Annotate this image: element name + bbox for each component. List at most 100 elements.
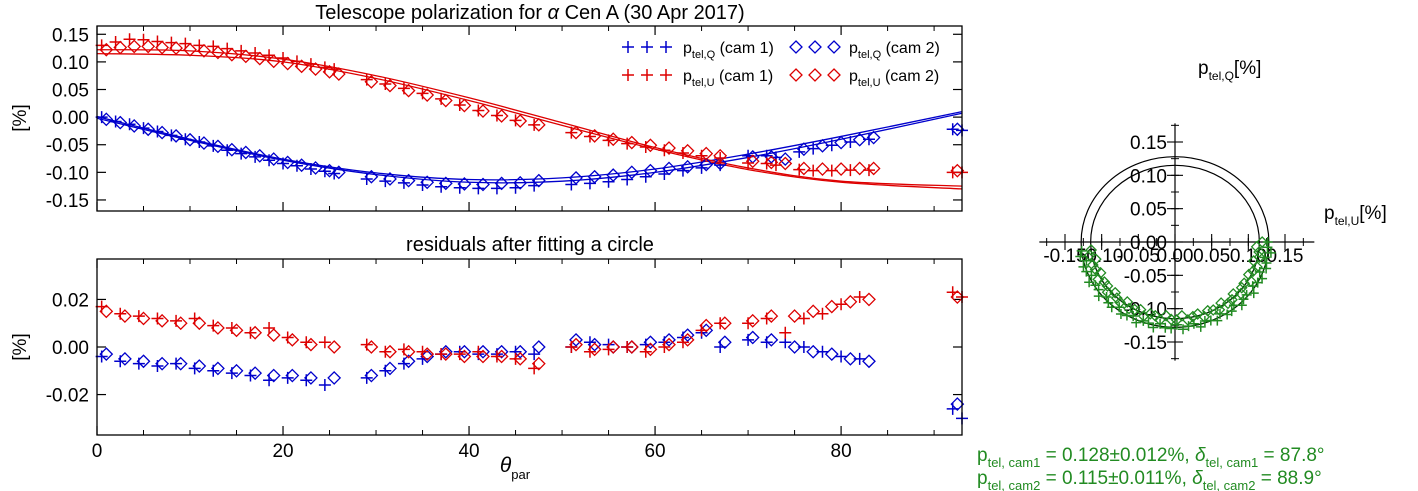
diamond-marker (815, 162, 830, 176)
top-plot-frame (96, 25, 963, 212)
residuals-x-tick-label: 60 (644, 441, 665, 462)
residual-diamond-marker (304, 370, 318, 385)
diamond-marker (778, 156, 793, 171)
diamond-marker (587, 169, 602, 184)
diamond-marker (280, 56, 295, 71)
circle-y-axis-label: ptel,Q[%] (1198, 58, 1261, 83)
circle-y-tick-label: -0.15 (1124, 333, 1167, 354)
residual-diamond-marker (717, 316, 732, 331)
residual-diamond-marker (192, 359, 207, 373)
residual-diamond-marker (806, 304, 821, 319)
residuals-plot-frame (96, 258, 963, 436)
residuals-x-tick-label: 80 (831, 441, 852, 462)
residual-plus-marker (835, 350, 848, 363)
diamond-marker (643, 138, 658, 153)
legend-diamond-symbol (789, 68, 803, 82)
residual-diamond-marker (99, 347, 114, 362)
residuals-y-axis-label: [%] (10, 333, 31, 360)
legend-diamond-symbol (808, 68, 822, 82)
diamond-marker (210, 139, 225, 154)
circle-x-tick-label: 0.05 (1193, 246, 1230, 267)
legend-cam2-u-label: ptel,U (cam 2) (849, 68, 939, 89)
circle-plus-marker (1257, 273, 1268, 284)
residual-plus-marker (244, 326, 257, 339)
circle-plus-marker (1076, 245, 1087, 256)
diamond-marker (834, 135, 849, 150)
circle-plus-marker (1081, 266, 1092, 277)
circle-diamond-marker (1235, 281, 1248, 294)
diamond-marker (364, 169, 379, 184)
diamond-marker (699, 157, 714, 172)
residual-diamond-marker (643, 342, 658, 357)
result-cam2: ptel, cam2 = 0.115±0.011%, δtel, cam2 = … (977, 468, 1322, 491)
residual-diamond-marker (99, 304, 114, 319)
diamond-marker (531, 117, 546, 132)
circle-diamond-marker (1175, 309, 1188, 322)
residual-diamond-marker (862, 292, 876, 307)
diamond-marker (308, 161, 323, 175)
residual-diamond-marker (192, 316, 207, 331)
residuals-x-tick-label: 0 (92, 441, 103, 462)
residual-diamond-marker (717, 335, 732, 350)
circle-diamond-marker (1092, 273, 1105, 286)
diamond-marker (662, 161, 676, 176)
residual-diamond-marker (843, 351, 858, 366)
residual-diamond-marker (699, 318, 714, 333)
legend-cam1-q-label: ptel,Q (cam 1) (683, 40, 774, 61)
diamond-marker (113, 40, 128, 55)
circle-diamond-marker (1181, 314, 1194, 326)
residuals-y-tick-label: -0.02 (46, 386, 89, 407)
diamond-marker (950, 163, 965, 178)
circle-plus-marker (1236, 300, 1247, 311)
legend-plus-symbol (660, 41, 672, 53)
circle-diamond-marker (1160, 309, 1173, 322)
diamond-marker (280, 155, 295, 170)
circle-diamond-marker (1094, 266, 1107, 279)
circle-plus-marker (1143, 318, 1154, 329)
diamond-marker (699, 146, 714, 161)
residual-diamond-marker (680, 328, 695, 343)
circle-x-tick-label: 0.15 (1267, 246, 1304, 267)
diamond-marker (252, 148, 267, 163)
diamond-marker (238, 49, 253, 64)
diamond-marker (713, 148, 728, 163)
residual-diamond-marker (438, 347, 453, 362)
residual-plus-marker (853, 291, 866, 304)
circle-diamond-marker (1101, 286, 1114, 299)
diamond-marker (457, 98, 472, 113)
diamond-marker (224, 142, 239, 157)
residual-plus-marker (714, 317, 727, 330)
green-fit-arc-1 (1081, 249, 1270, 328)
diamond-marker (322, 64, 337, 79)
residual-plus-marker (509, 352, 522, 365)
diamond-marker (513, 175, 528, 190)
diamond-marker (569, 125, 583, 140)
residual-diamond-marker (383, 361, 397, 376)
diamond-marker (950, 122, 965, 137)
diamond-marker (183, 42, 197, 57)
residual-diamond-marker (155, 356, 170, 371)
diamond-marker (866, 130, 881, 145)
residual-diamond-marker (787, 309, 802, 324)
diamond-marker (238, 145, 253, 160)
diamond-marker (127, 39, 142, 54)
diamond-marker (183, 132, 197, 147)
diamond-marker (169, 128, 183, 143)
residual-diamond-marker (513, 344, 528, 359)
diamond-marker (764, 155, 779, 170)
circle-diamond-marker (1244, 275, 1257, 288)
residuals-x-axis-label: θpar (500, 454, 531, 482)
circle-plus-marker (1160, 322, 1171, 333)
residual-diamond-marker (383, 344, 397, 359)
residual-plus-marker (490, 350, 503, 363)
legend-diamond-symbol (789, 40, 803, 54)
plus-marker (123, 33, 136, 46)
plus-marker (453, 181, 466, 194)
circle-x-tick-label: -0.05 (1117, 246, 1160, 267)
legend-plus-symbol (660, 69, 672, 81)
top-y-tick-label: -0.15 (46, 191, 89, 212)
plus-marker (825, 164, 838, 177)
circle-plus-marker (1212, 315, 1223, 326)
diamond-marker (476, 104, 490, 118)
